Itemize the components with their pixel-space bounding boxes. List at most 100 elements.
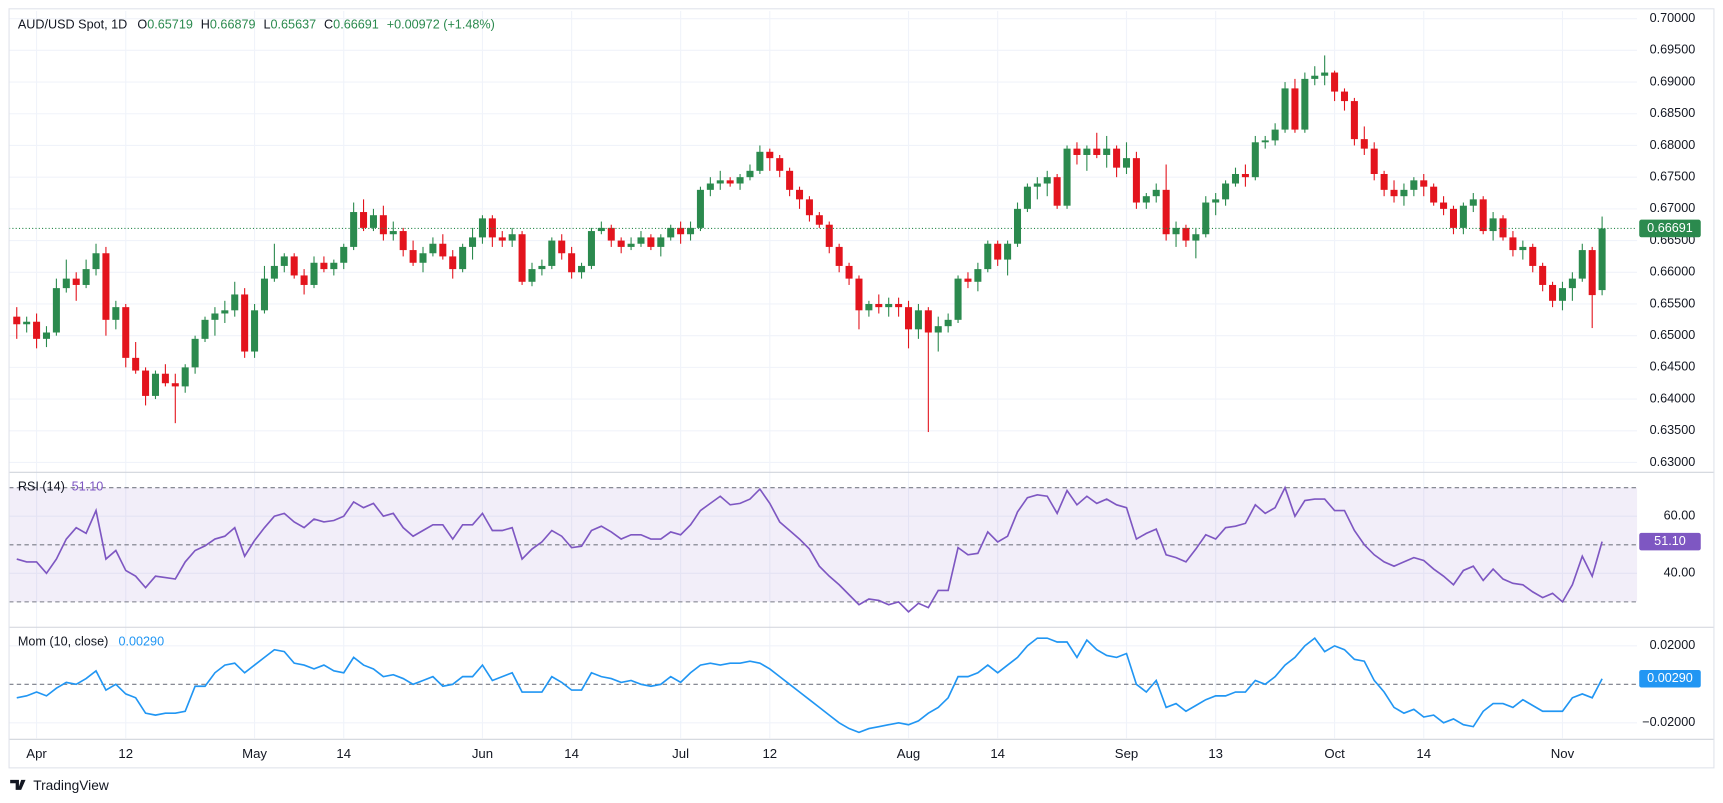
candle-body [1311,75,1319,79]
candle-body [300,275,308,285]
candle-body [132,357,140,371]
candle-body [1132,158,1140,203]
candle-body [568,253,576,273]
candle-body [746,170,754,178]
candle-body [796,189,804,200]
candle-body [825,224,833,247]
candle-body [221,310,229,314]
chart-border [8,8,1715,769]
candle-body [1291,88,1299,130]
candle-body [439,243,447,257]
candle-body [786,170,794,190]
plot-layer [9,55,1638,734]
legend-key: H [201,18,210,32]
candle-body [1053,177,1061,206]
y-tick-label: 0.68000 [1650,138,1696,152]
candle-body [1489,218,1497,232]
candle-body [934,326,942,333]
candle-body [994,243,1002,260]
candle-body [1073,148,1081,155]
candle-body [538,265,546,270]
symbol-title: AUD/USD Spot, 1D [18,18,127,32]
candle-body [1469,199,1477,206]
candle-body [1410,180,1418,190]
candle-body [251,310,259,352]
indicator-line [16,636,1603,734]
rsi-band [9,487,1638,602]
candle-body [637,237,645,244]
candle-body [1004,243,1012,260]
y-tick-label: 0.63000 [1650,455,1696,469]
candle-body [716,180,724,184]
candle-body [62,278,70,289]
candle-body [706,183,714,190]
candle-body [776,158,784,171]
candle-body [350,212,358,247]
last-value-badge [1639,669,1701,688]
candle-body [1182,227,1190,241]
candle-body [142,370,150,396]
x-tick-label: 14 [990,746,1005,761]
candle-body [379,215,387,235]
candle-body [191,338,199,368]
x-tick-label: 12 [118,746,133,761]
candle-body [1202,202,1210,235]
candle-body [895,303,903,308]
candle-body [82,269,90,285]
y-tick-label: 40.00 [1664,566,1696,580]
candle-body [677,227,685,235]
candle-body [1023,186,1031,209]
candle-body [211,313,219,320]
candle-body [399,231,407,251]
candle-body [340,246,348,263]
candle-body [1558,288,1566,301]
candle-body [1499,218,1507,238]
candle-body [320,262,328,270]
candle-body [954,278,962,320]
candle-body [1033,183,1041,187]
legend-value: 0.66879 [210,18,256,32]
candle-body [905,307,913,330]
y-tick-label: −0.02000 [1642,715,1695,729]
x-tick-label: 14 [336,746,351,761]
last-value-label: 51.10 [1654,534,1686,548]
candle-body [151,373,159,396]
x-tick-label: 13 [1208,746,1223,761]
grid-layer [9,10,1638,739]
candle-body [1420,180,1428,187]
candle-body [726,180,734,184]
candle-body [1222,183,1230,200]
candle-body [835,246,843,266]
candle-body [1360,139,1368,149]
y-tick-label: 0.02000 [1650,638,1696,652]
candle-body [171,383,179,387]
candle-body [419,253,427,263]
candle-body [805,199,813,216]
candle-body [330,262,338,270]
y-tick-label: 60.00 [1664,509,1696,523]
legend-key: L [263,18,270,32]
candle-body [360,212,368,228]
indicator-title: RSI (14) [18,480,65,494]
y-tick-label: 0.64500 [1650,360,1696,374]
candle-body [578,265,586,273]
candle-body [1430,186,1438,203]
candle-body [984,243,992,270]
candle-body [865,303,873,311]
candle-body [1212,199,1220,203]
candle-body [280,256,288,266]
x-tick-label: Sep [1115,746,1138,761]
x-tick-label: 12 [762,746,777,761]
indicator-value: 51.10 [72,480,104,494]
candle-body [1093,148,1101,155]
candle-body [667,227,675,238]
rsi-legend: RSI (14) 51.10 [18,480,103,494]
candle-body [1261,140,1269,143]
candle-body [548,240,556,266]
candle-body [1350,101,1358,140]
last-value-badge [1639,532,1701,551]
mom-legend: Mom (10, close) 0.00290 [18,635,164,649]
candle-body [1122,158,1131,168]
candle-body [627,243,635,247]
